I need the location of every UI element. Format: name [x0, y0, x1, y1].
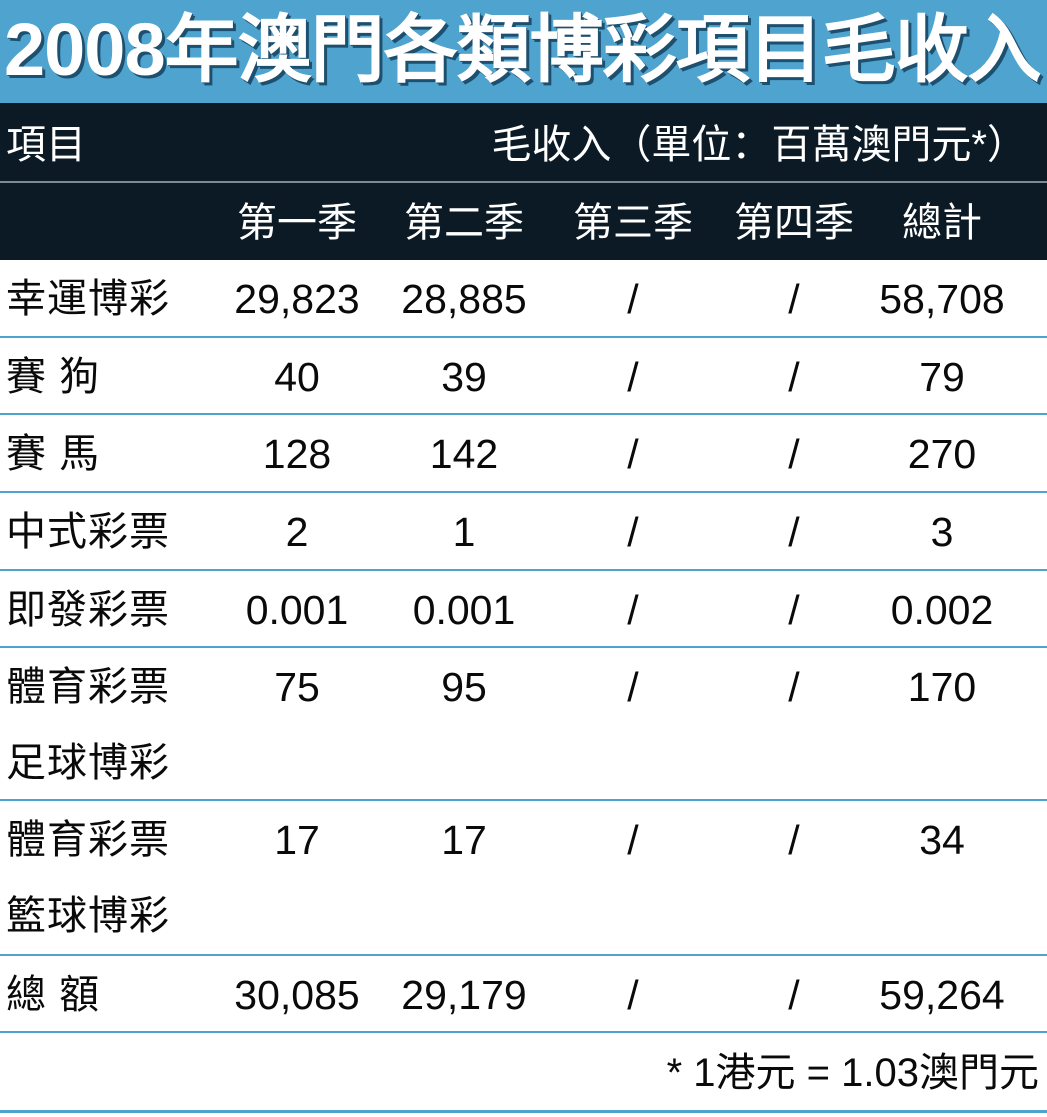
table-row: 體育彩票 足球博彩 75 95 / / 170 — [0, 648, 1047, 801]
table-row: 賽 狗 40 39 / / 79 — [0, 338, 1047, 415]
cell-value: / — [788, 276, 800, 322]
item-column-header: 項目 — [6, 123, 86, 167]
cell-value: 75 — [274, 664, 320, 710]
row-sublabel: 足球博彩 — [6, 741, 170, 785]
header-divider — [0, 181, 1047, 183]
cell-value: 28,885 — [401, 276, 527, 322]
row-divider — [0, 799, 1047, 801]
row-label: 總 額 — [6, 973, 101, 1017]
row-divider — [0, 413, 1047, 415]
cell-value: 0.002 — [890, 587, 994, 633]
cell-value: / — [627, 431, 639, 477]
row-sublabel: 籃球博彩 — [6, 894, 170, 938]
table-row: 體育彩票 籃球博彩 17 17 / / 34 — [0, 801, 1047, 956]
cell-value: / — [627, 354, 639, 400]
footnote-row: * 1港元 = 1.03澳門元 — [0, 1033, 1047, 1113]
cell-value: 270 — [907, 431, 977, 477]
column-header-q2: 第二季 — [404, 201, 524, 245]
table-header-columns: 第一季 第二季 第三季 第四季 總計 — [0, 183, 1047, 260]
row-label: 中式彩票 — [6, 510, 170, 554]
column-header-q3: 第三季 — [573, 201, 693, 245]
cell-value: 170 — [907, 664, 977, 710]
table-row: 賽 馬 128 142 / / 270 — [0, 415, 1047, 493]
table-row-total: 總 額 30,085 29,179 / / 59,264 — [0, 956, 1047, 1033]
row-label: 體育彩票 — [6, 818, 170, 862]
cell-value: / — [627, 664, 639, 710]
cell-value: 3 — [930, 509, 954, 555]
row-label: 即發彩票 — [6, 588, 170, 632]
cell-value: / — [627, 972, 639, 1018]
cell-value: 29,179 — [401, 972, 527, 1018]
bottom-rule — [0, 1110, 1047, 1113]
cell-value: 39 — [441, 354, 487, 400]
cell-value: 34 — [919, 817, 965, 863]
cell-value: 29,823 — [234, 276, 360, 322]
cell-value: / — [788, 817, 800, 863]
cell-value: 17 — [274, 817, 320, 863]
cell-value: 17 — [441, 817, 487, 863]
cell-value: 30,085 — [234, 972, 360, 1018]
row-divider — [0, 954, 1047, 956]
unit-header: 毛收入（單位：百萬澳門元*） — [491, 123, 1027, 167]
row-divider — [0, 491, 1047, 493]
footnote: * 1港元 = 1.03澳門元 — [666, 1051, 1039, 1095]
cell-value: 2 — [285, 509, 309, 555]
table-row: 即發彩票 0.001 0.001 / / 0.002 — [0, 571, 1047, 648]
cell-value: / — [788, 509, 800, 555]
table-header-top: 項目 毛收入（單位：百萬澳門元*） — [0, 103, 1047, 183]
cell-value: 1 — [452, 509, 476, 555]
title-bar: 2008年澳門各類博彩項目毛收入 — [0, 0, 1047, 103]
row-divider — [0, 1031, 1047, 1033]
cell-value: / — [627, 276, 639, 322]
cell-value: 79 — [919, 354, 965, 400]
row-label: 幸運博彩 — [6, 277, 170, 321]
cell-value: / — [627, 817, 639, 863]
table-row: 幸運博彩 29,823 28,885 / / 58,708 — [0, 260, 1047, 338]
row-label: 體育彩票 — [6, 665, 170, 709]
column-header-q1: 第一季 — [237, 201, 357, 245]
cell-value: / — [788, 431, 800, 477]
cell-value: 40 — [274, 354, 320, 400]
cell-value: / — [788, 972, 800, 1018]
cell-value: 0.001 — [245, 587, 349, 633]
cell-value: / — [788, 664, 800, 710]
row-label: 賽 馬 — [6, 432, 101, 476]
table-body: 幸運博彩 29,823 28,885 / / 58,708 賽 狗 40 39 … — [0, 260, 1047, 1033]
cell-value: / — [788, 354, 800, 400]
cell-value: 58,708 — [879, 276, 1005, 322]
table-row: 中式彩票 2 1 / / 3 — [0, 493, 1047, 571]
row-divider — [0, 569, 1047, 571]
cell-value: 128 — [262, 431, 332, 477]
cell-value: 59,264 — [879, 972, 1005, 1018]
cell-value: / — [627, 587, 639, 633]
row-divider — [0, 646, 1047, 648]
cell-value: 0.001 — [412, 587, 516, 633]
row-divider — [0, 336, 1047, 338]
cell-value: / — [627, 509, 639, 555]
column-header-q4: 第四季 — [734, 201, 854, 245]
cell-value: / — [788, 587, 800, 633]
cell-value: 95 — [441, 664, 487, 710]
page-title: 2008年澳門各類博彩項目毛收入 — [4, 8, 1042, 91]
cell-value: 142 — [429, 431, 499, 477]
row-label: 賽 狗 — [6, 355, 101, 399]
column-header-total: 總計 — [902, 201, 982, 245]
